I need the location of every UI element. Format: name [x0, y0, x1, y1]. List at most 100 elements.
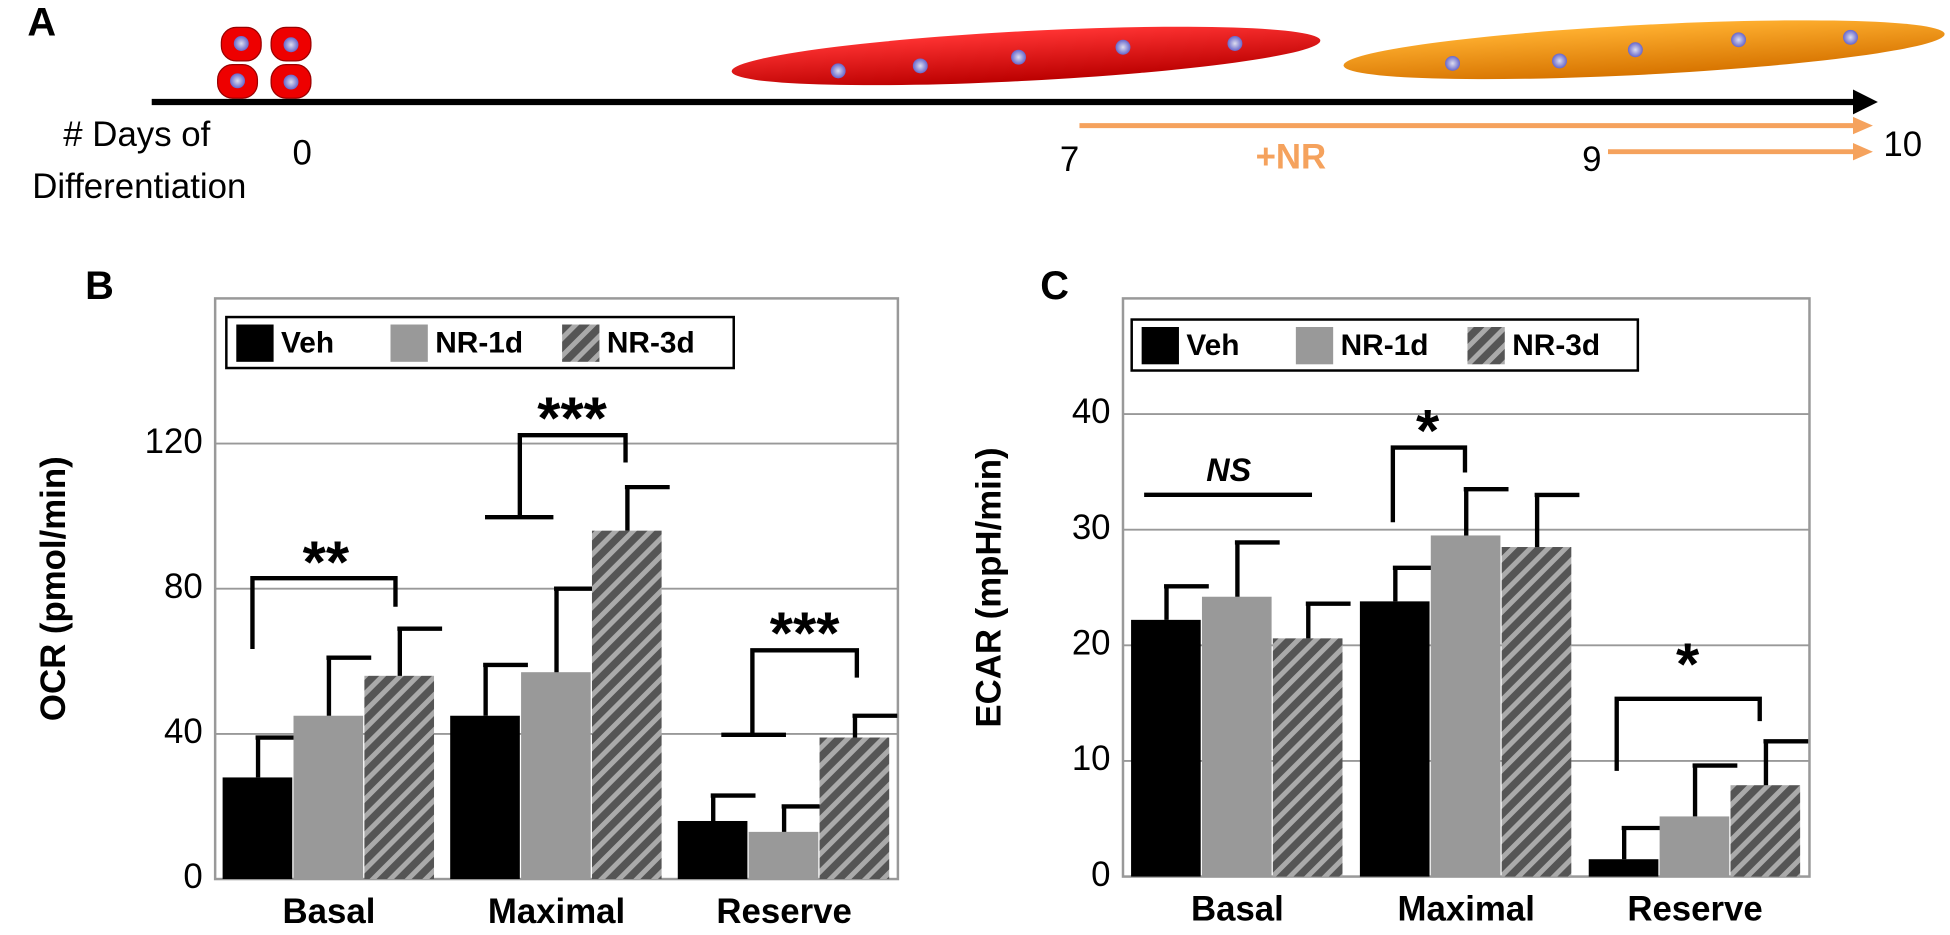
significance-label: * [1416, 397, 1440, 464]
myotube-red [731, 26, 1321, 86]
bar [222, 777, 293, 880]
legend-swatch [1141, 327, 1179, 365]
nuclei [830, 29, 1858, 79]
y-tick-label: 40 [1072, 392, 1111, 431]
error-bar [397, 626, 443, 676]
x-tick-label: Maximal [488, 892, 625, 931]
bar [450, 715, 520, 880]
error-bar [1305, 601, 1351, 639]
legend-label: NR-3d [607, 326, 695, 359]
legend-swatch [390, 324, 428, 362]
bar-chart: C ECAR (mpH/min) 0 10 20 30 40 Basal Maximal Rese… [969, 264, 1811, 929]
nucleus [233, 36, 249, 51]
x-tick-label: Reserve [716, 892, 851, 931]
legend-label: Veh [281, 326, 334, 359]
bar [293, 715, 364, 880]
significance-bracket [1390, 445, 1468, 523]
bar [1131, 619, 1201, 877]
error-bar [1463, 487, 1509, 536]
legend-label: NR-1d [435, 326, 523, 359]
arrowhead [1852, 116, 1873, 135]
bar [748, 831, 819, 880]
legend-swatch [562, 324, 600, 362]
error-bar [1621, 825, 1667, 860]
significance-bracket [250, 575, 398, 650]
error-bar [1164, 584, 1209, 620]
error-bar [1534, 492, 1580, 548]
bar [591, 530, 662, 880]
axis-label: Differentiation [32, 167, 246, 206]
bar [1272, 638, 1343, 877]
error-bar [1234, 540, 1280, 597]
significance-label: *** [770, 600, 840, 667]
error-bar [852, 713, 898, 738]
axis-label: # Days of [63, 115, 210, 154]
day-label: 10 [1883, 125, 1922, 164]
legend-label: NR-3d [1512, 329, 1600, 362]
arrowhead [1852, 89, 1878, 115]
legend-label: NR-1d [1341, 329, 1429, 362]
significance-bracket [1614, 696, 1762, 771]
error-bar [554, 586, 599, 673]
error-bar [781, 804, 827, 832]
day-label: 7 [1060, 140, 1079, 179]
significance-bracket [721, 648, 860, 737]
error-bar [710, 793, 756, 821]
bar-chart: B OCR (pmol/min) 0 40 80 120 Basal Maximal Reser… [34, 264, 900, 931]
error-bar [326, 655, 372, 716]
y-axis-title: ECAR (mpH/min) [969, 447, 1008, 727]
day-label: 0 [293, 134, 312, 173]
error-bar [483, 662, 528, 716]
bar [819, 737, 890, 880]
y-axis-title: OCR (pmol/min) [34, 456, 73, 721]
y-tick-label: 120 [145, 422, 203, 461]
bar [521, 672, 591, 880]
legend-swatch [1467, 327, 1505, 365]
nucleus [283, 37, 299, 53]
nucleus [230, 73, 245, 89]
error-bar [255, 735, 301, 778]
bar [1501, 547, 1572, 877]
significance-label: *** [537, 385, 607, 452]
legend-swatch [1295, 327, 1334, 365]
y-tick-label: 0 [1091, 855, 1110, 894]
x-tick-label: Basal [1191, 890, 1284, 929]
y-tick-label: 10 [1072, 739, 1111, 778]
y-tick-label: 0 [183, 857, 202, 896]
day-label: 9 [1582, 140, 1601, 179]
x-tick-label: Maximal [1398, 890, 1535, 929]
cells [217, 26, 312, 99]
panel-label: C [1040, 264, 1069, 308]
significance-label: ** [303, 529, 350, 596]
bar [1430, 535, 1501, 877]
significance-bracket [485, 432, 628, 520]
significance-label: NS [1206, 452, 1251, 488]
error-bar [1392, 565, 1438, 602]
legend-swatch [236, 324, 274, 362]
arrowhead [1852, 142, 1873, 161]
error-bar [1692, 763, 1738, 817]
y-tick-label: 20 [1072, 624, 1111, 663]
bar [1588, 859, 1659, 877]
bar [1201, 596, 1272, 877]
bar [364, 675, 435, 880]
legend-label: Veh [1186, 329, 1239, 362]
legend-box [225, 315, 735, 370]
x-tick-label: Basal [283, 892, 376, 931]
y-tick-label: 30 [1072, 508, 1111, 547]
error-bar [1763, 739, 1809, 786]
bar [1359, 601, 1430, 877]
treatment-label: +NR [1256, 137, 1327, 176]
y-tick-label: 40 [164, 712, 203, 751]
bar [1659, 816, 1730, 877]
bar [1730, 785, 1801, 877]
y-tick-label: 80 [164, 567, 203, 606]
significance-label: * [1676, 631, 1700, 698]
x-tick-label: Reserve [1627, 890, 1762, 929]
myotube-orange [1343, 20, 1945, 80]
legend-box [1130, 318, 1640, 372]
bar [677, 820, 748, 880]
panel-label: B [85, 264, 114, 308]
panel-a: A # Days of Differentiation 0 7 +NR 9 10 [27, 0, 1945, 206]
